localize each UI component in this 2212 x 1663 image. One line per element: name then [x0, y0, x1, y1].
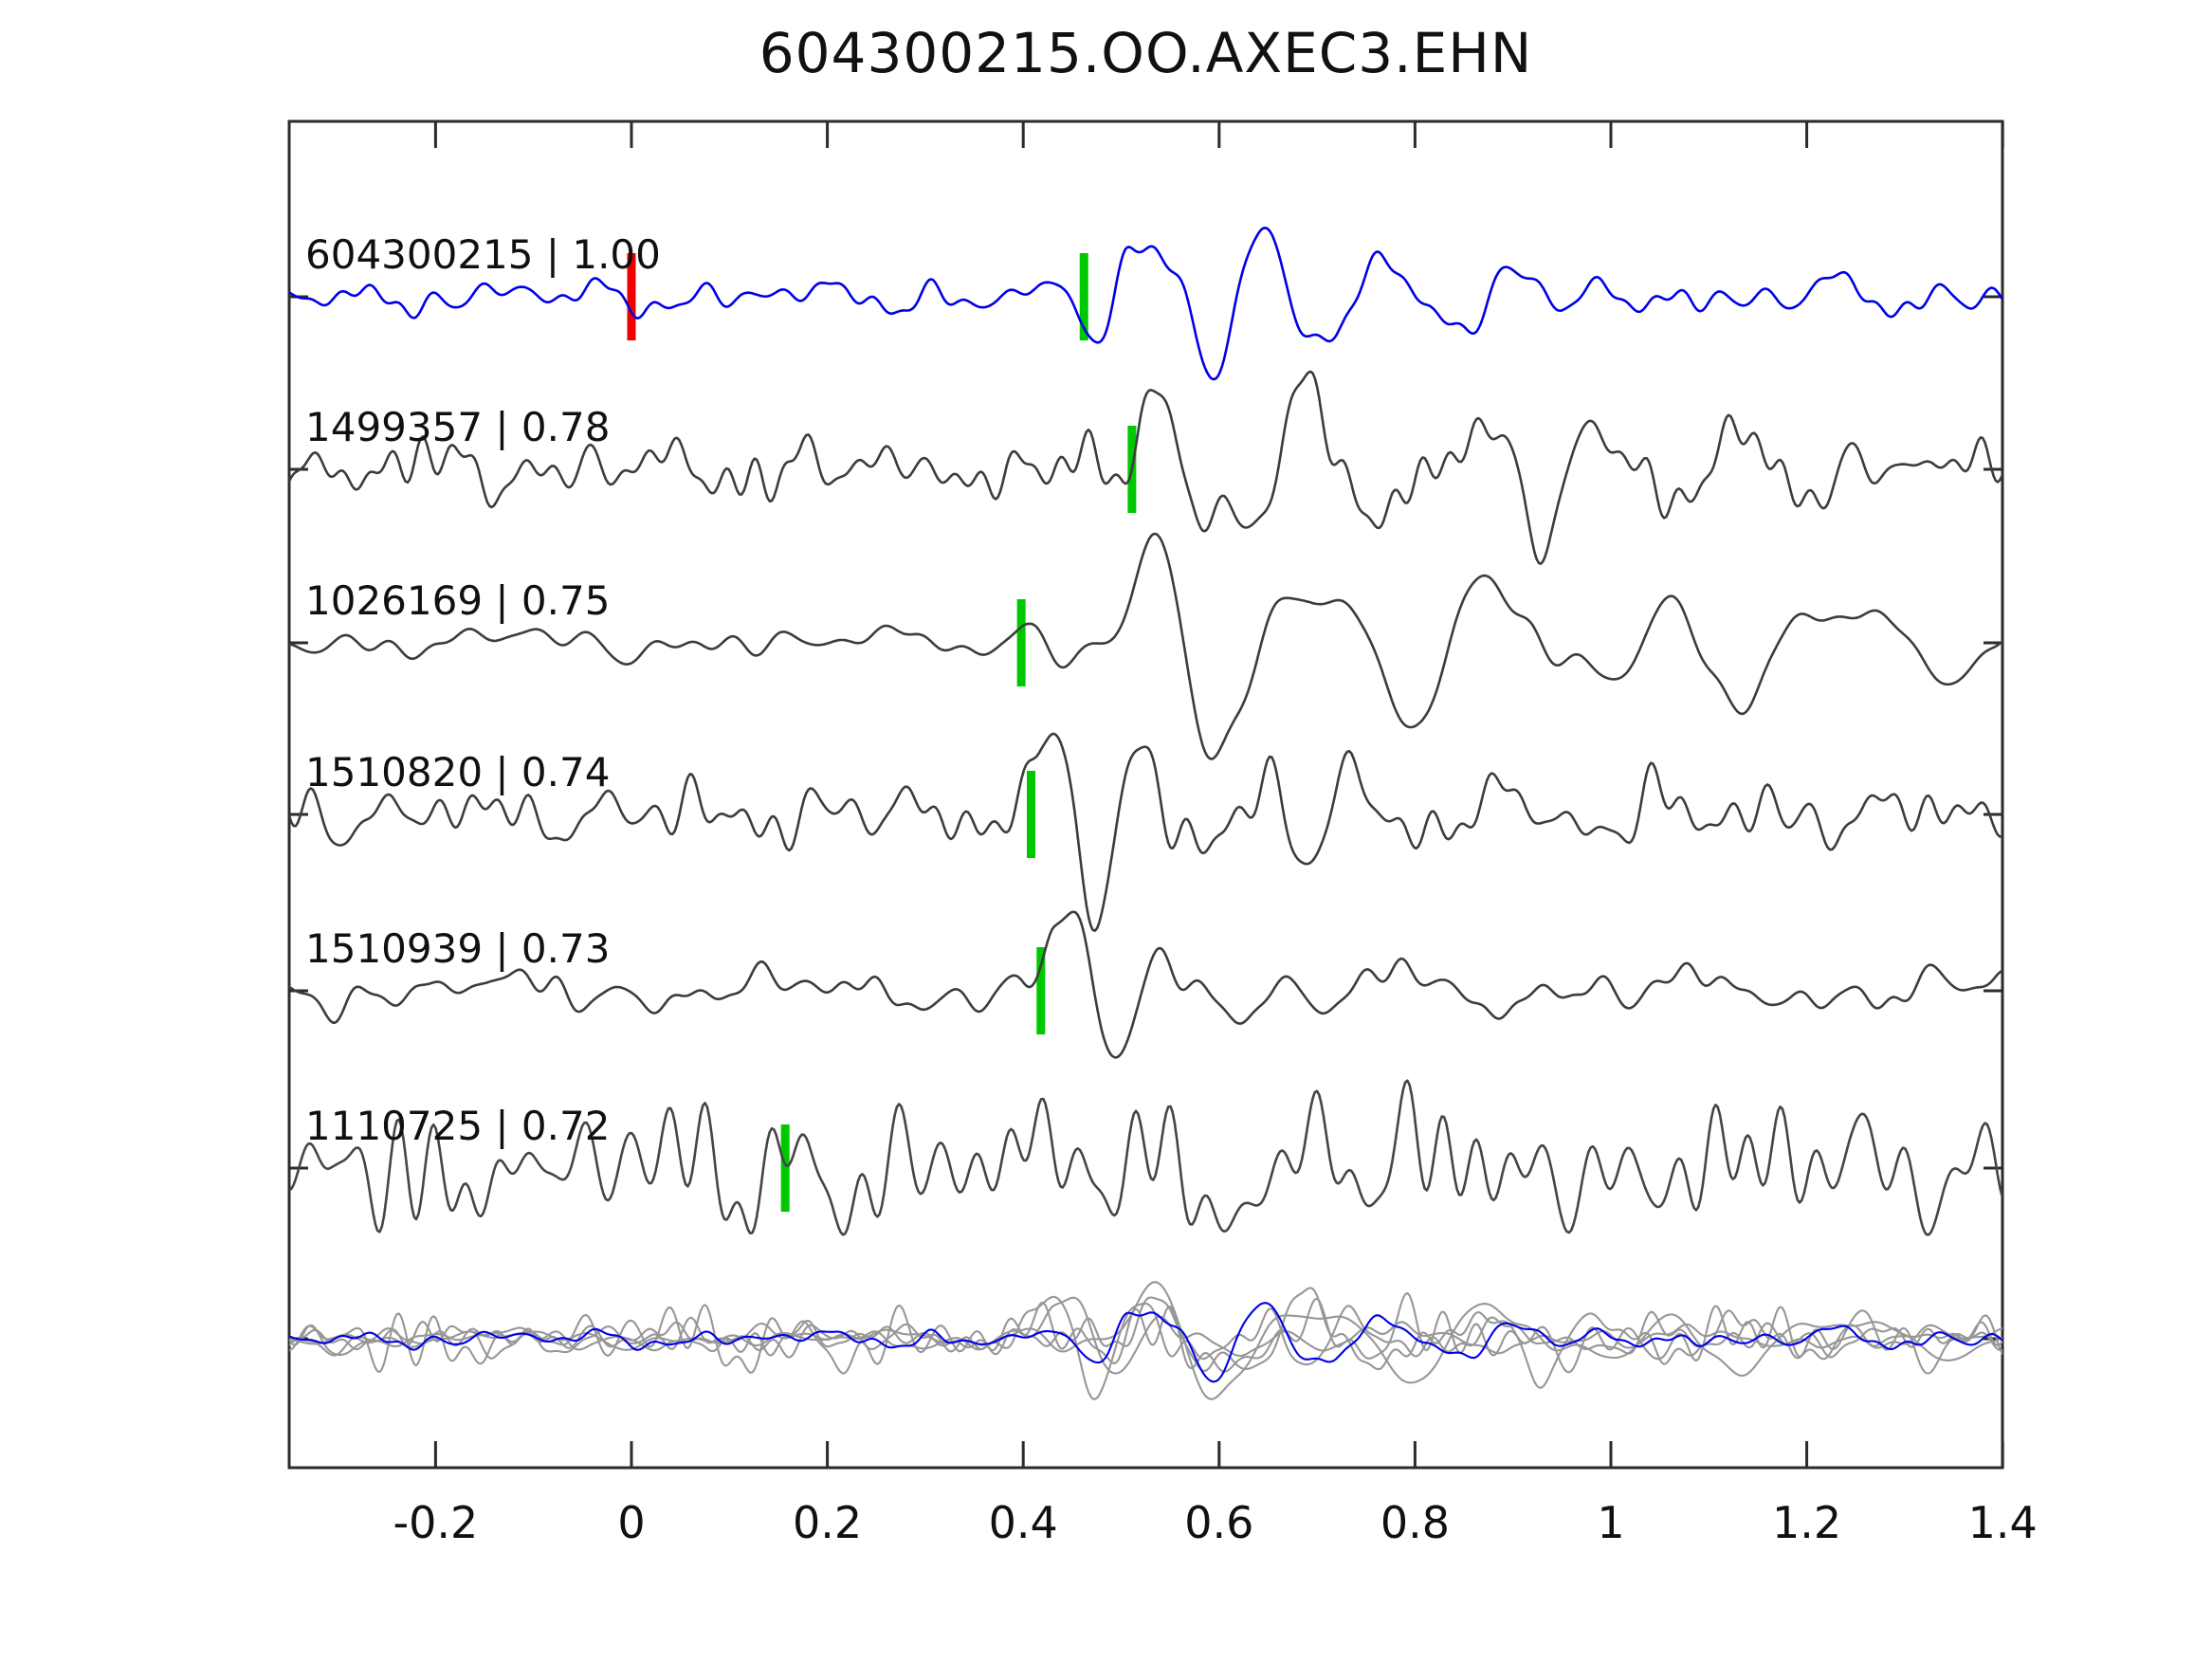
x-tick-label: 1.2 [1772, 1497, 1841, 1548]
overlay-trace-604300215 [289, 1302, 2002, 1383]
trace-label-1110725: 1110725 | 0.72 [305, 1103, 610, 1149]
overlay-trace-1026169 [289, 1281, 2002, 1400]
trace-label-1510939: 1510939 | 0.73 [305, 925, 610, 972]
overlay-trace-1510939 [289, 1296, 2002, 1375]
x-tick-label: 1.4 [1968, 1497, 2038, 1548]
x-tick-label: 1 [1597, 1497, 1624, 1548]
pick-marker-1026169 [1016, 599, 1026, 686]
x-tick-label: 0.2 [793, 1497, 862, 1548]
x-tick-label: 0.8 [1380, 1497, 1450, 1548]
x-tick-label: -0.2 [393, 1497, 479, 1548]
trace-label-1510820: 1510820 | 0.74 [305, 749, 610, 795]
x-tick-label: 0.4 [989, 1497, 1058, 1548]
waveform-trace-1026169 [289, 532, 2002, 760]
overlay-trace-1110725 [289, 1291, 2002, 1375]
pick-marker-1510939 [1036, 947, 1046, 1034]
pick-marker-1110725 [780, 1124, 790, 1212]
waveform-trace-1510820 [289, 732, 2002, 932]
x-tick-label: 0.6 [1184, 1497, 1253, 1548]
trace-label-1499357: 1499357 | 0.78 [305, 404, 610, 450]
origin-marker-604300215 [627, 253, 636, 340]
waveform-trace-604300215 [289, 227, 2002, 381]
waveform-trace-1499357 [289, 370, 2002, 565]
plot-border [287, 119, 2004, 1470]
trace-label-1026169: 1026169 | 0.75 [305, 577, 610, 624]
x-tick-label: 0 [617, 1497, 645, 1548]
waveform-trace-1510939 [289, 910, 2002, 1059]
pick-marker-604300215 [1079, 253, 1088, 340]
figure-title: 604300215.OO.AXEC3.EHN [759, 21, 1533, 85]
waveform-trace-1110725 [289, 1079, 2002, 1236]
trace-label-604300215: 604300215 | 1.00 [305, 231, 661, 278]
waveforms-layer [289, 227, 2002, 1400]
pick-marker-1510820 [1026, 771, 1035, 858]
overlay-trace-1510820 [289, 1295, 2002, 1400]
